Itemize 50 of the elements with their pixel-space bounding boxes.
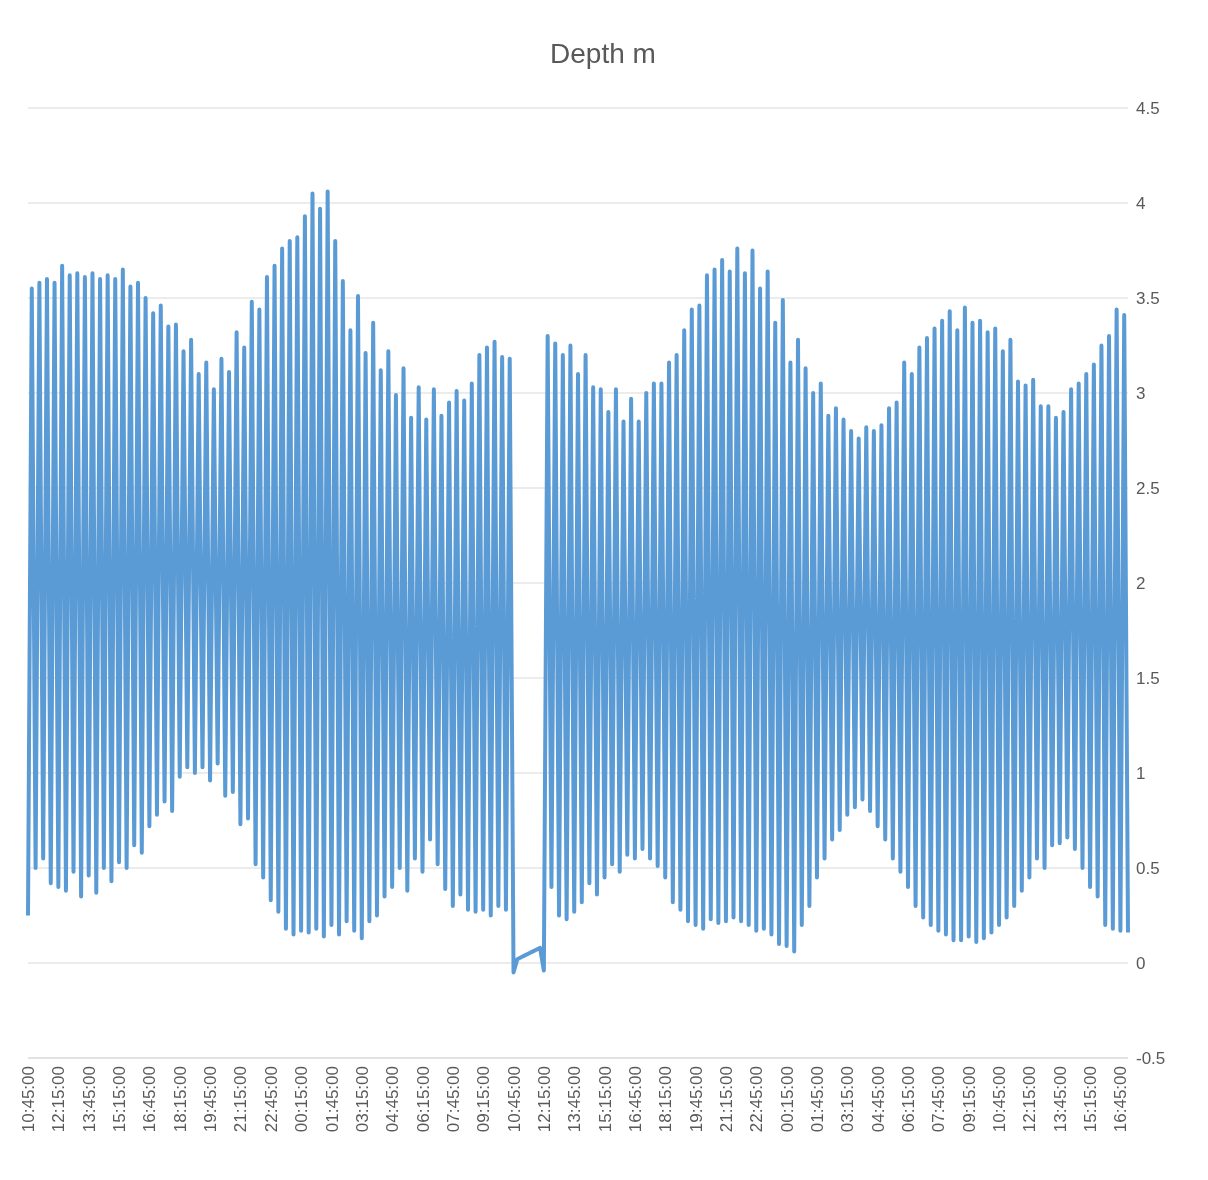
chart-title: Depth m <box>549 37 657 71</box>
y-tick-label: 1.5 <box>1136 669 1160 689</box>
x-tick-label: 07:45:00 <box>929 1066 949 1133</box>
x-tick-label: 03:15:00 <box>352 1066 372 1133</box>
x-tick-label: 01:45:00 <box>808 1066 828 1133</box>
x-tick-label: 15:15:00 <box>110 1066 130 1133</box>
y-tick-label: 1 <box>1136 764 1146 784</box>
x-tick-label: 07:45:00 <box>443 1066 463 1133</box>
y-tick-label: 4 <box>1136 194 1146 214</box>
x-tick-label: 21:15:00 <box>231 1066 251 1133</box>
x-tick-label: 12:15:00 <box>534 1066 554 1133</box>
x-tick-label: 16:45:00 <box>625 1066 645 1133</box>
x-tick-label: 21:15:00 <box>717 1066 736 1133</box>
x-tick-label: 06:15:00 <box>899 1066 919 1133</box>
x-tick-label: 12:15:00 <box>1020 1066 1040 1133</box>
y-tick-label: 2 <box>1136 574 1146 594</box>
x-tick-label: 12:15:00 <box>49 1066 69 1133</box>
x-tick-label: 16:45:00 <box>1111 1066 1131 1133</box>
x-tick-label: 13:45:00 <box>79 1066 99 1133</box>
x-tick-label: 18:15:00 <box>656 1066 676 1133</box>
line-series <box>26 189 1130 975</box>
x-tick-label: 16:45:00 <box>140 1066 160 1133</box>
y-tick-label: 0 <box>1136 954 1146 974</box>
y-tick-label: 2.5 <box>1136 479 1160 499</box>
x-tick-label: 09:15:00 <box>474 1066 494 1133</box>
x-tick-label: 10:45:00 <box>990 1066 1010 1133</box>
y-tick-label: -0.5 <box>1136 1049 1166 1069</box>
y-tick-label: 3.5 <box>1136 289 1160 309</box>
y-tick-label: 0.5 <box>1136 859 1160 879</box>
x-tick-label: 15:15:00 <box>1081 1066 1101 1133</box>
x-tick-label: 22:45:00 <box>747 1066 767 1133</box>
x-tick-label: 10:45:00 <box>504 1066 524 1133</box>
x-tick-label: 09:15:00 <box>959 1066 979 1133</box>
x-tick-label: 13:45:00 <box>565 1066 585 1133</box>
y-tick-label: 3 <box>1136 384 1146 404</box>
x-tick-label: 13:45:00 <box>1050 1066 1070 1133</box>
x-tick-label: 10:45:00 <box>19 1066 39 1133</box>
x-tick-label: 22:45:00 <box>261 1066 281 1133</box>
x-tick-label: 00:15:00 <box>777 1066 797 1133</box>
x-tick-label: 06:15:00 <box>413 1066 433 1133</box>
x-tick-label: 04:45:00 <box>868 1066 888 1133</box>
x-tick-label: 04:45:00 <box>383 1066 403 1133</box>
x-tick-label: 15:15:00 <box>595 1066 615 1133</box>
x-tick-label: 18:15:00 <box>170 1066 190 1133</box>
x-tick-label: 01:45:00 <box>322 1066 342 1133</box>
x-tick-label: 00:15:00 <box>292 1066 312 1133</box>
x-tick-label: 19:45:00 <box>201 1066 221 1133</box>
x-tick-label: 03:15:00 <box>838 1066 858 1133</box>
y-tick-label: 4.5 <box>1136 99 1160 119</box>
x-tick-label: 19:45:00 <box>686 1066 706 1133</box>
